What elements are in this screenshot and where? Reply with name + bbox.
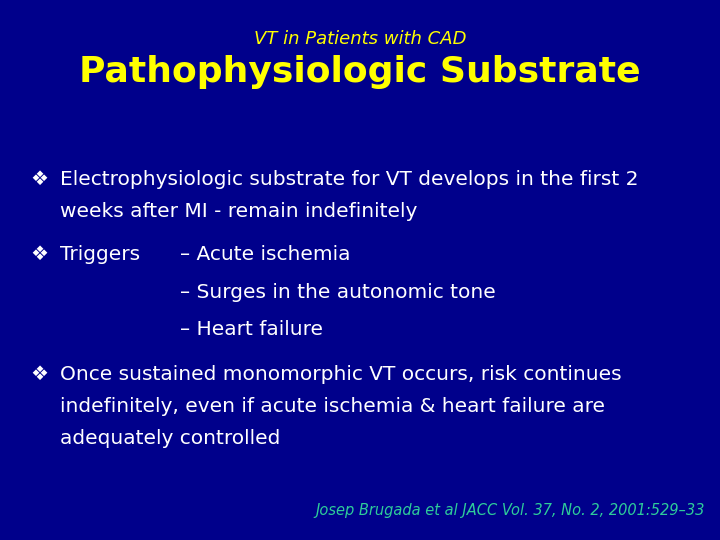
Text: indefinitely, even if acute ischemia & heart failure are: indefinitely, even if acute ischemia & h… <box>60 397 605 416</box>
Text: weeks after MI - remain indefinitely: weeks after MI - remain indefinitely <box>60 202 418 221</box>
Text: – Acute ischemia: – Acute ischemia <box>180 245 351 264</box>
Text: VT in Patients with CAD: VT in Patients with CAD <box>253 30 467 48</box>
Text: Pathophysiologic Substrate: Pathophysiologic Substrate <box>79 55 641 89</box>
Text: Once sustained monomorphic VT occurs, risk continues: Once sustained monomorphic VT occurs, ri… <box>60 365 621 384</box>
Text: Josep Brugada et al JACC Vol. 37, No. 2, 2001:529–33: Josep Brugada et al JACC Vol. 37, No. 2,… <box>315 503 705 518</box>
Text: ❖: ❖ <box>30 170 48 189</box>
Text: Electrophysiologic substrate for VT develops in the first 2: Electrophysiologic substrate for VT deve… <box>60 170 639 189</box>
Text: ❖: ❖ <box>30 365 48 384</box>
Text: ❖: ❖ <box>30 245 48 264</box>
Text: – Surges in the autonomic tone: – Surges in the autonomic tone <box>180 283 496 302</box>
Text: Triggers: Triggers <box>60 245 140 264</box>
Text: adequately controlled: adequately controlled <box>60 429 280 448</box>
Text: – Heart failure: – Heart failure <box>180 320 323 339</box>
